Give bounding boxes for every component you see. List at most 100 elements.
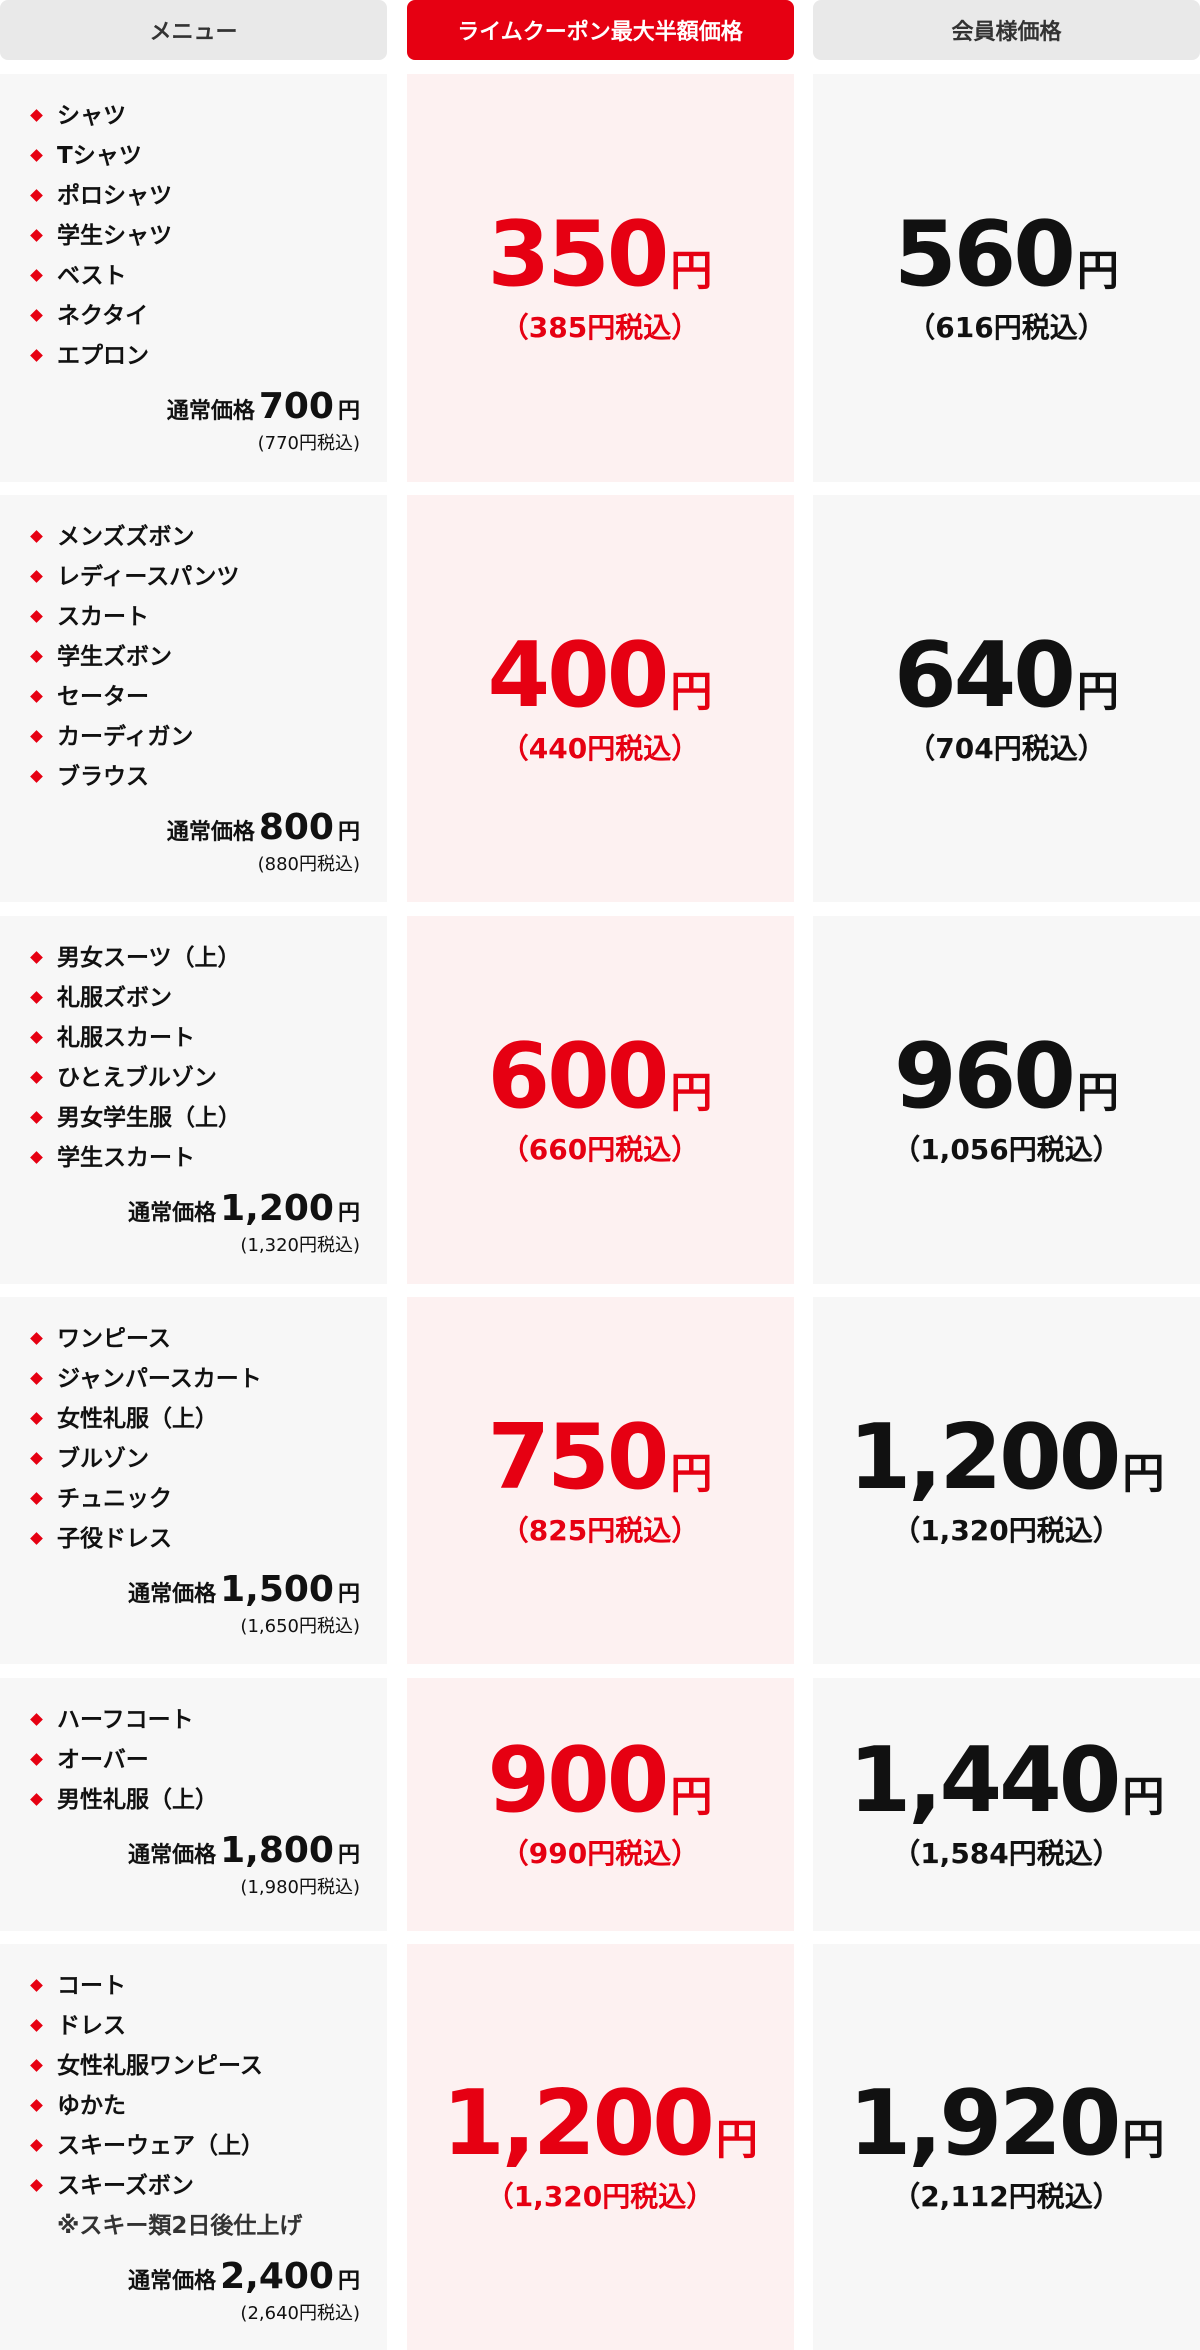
regular-amount: 800 xyxy=(258,807,334,848)
coupon-cell: 750円 （825円税込） xyxy=(406,1297,794,1664)
menu-item: カーディガン xyxy=(30,717,360,757)
regular-label: 通常価格 xyxy=(166,398,255,424)
menu-item: 男女学生服（上） xyxy=(30,1098,360,1138)
menu-item: ひとえブルゾン xyxy=(30,1058,360,1098)
coupon-tax: （1,320円税込） xyxy=(485,2180,715,2213)
menu-item: ブラウス xyxy=(30,757,360,797)
regular-unit: 円 xyxy=(337,1842,360,1868)
member-amount: 960 xyxy=(894,1023,1076,1129)
menu-item: 男女スーツ（上） xyxy=(30,938,360,978)
coupon-unit: 円 xyxy=(715,2115,758,2164)
menu-item: ベスト xyxy=(30,256,360,296)
regular-unit: 円 xyxy=(337,1200,360,1226)
menu-item: ワンピース xyxy=(30,1319,360,1359)
member-cell: 1,200円 （1,320円税込） xyxy=(813,1297,1200,1664)
menu-item: 学生シャツ xyxy=(30,216,360,256)
member-tax: （1,584円税込） xyxy=(892,1837,1121,1870)
regular-tax: (2,640円税込) xyxy=(240,2303,360,2324)
regular-tax: (1,980円税込) xyxy=(240,1876,360,1898)
regular-unit: 円 xyxy=(337,398,360,424)
member-cell: 1,920円 （2,112円税込） xyxy=(813,1944,1200,2350)
menu-cell: ワンピース ジャンパースカート 女性礼服（上） ブルゾン チュニック 子役ドレス 通常価格 1… xyxy=(0,1297,387,1664)
member-tax: （616円税込） xyxy=(907,310,1106,344)
member-tax: （2,112円税込） xyxy=(892,2180,1121,2213)
header-member: 会員様価格 xyxy=(813,0,1200,60)
menu-item: チュニック xyxy=(30,1479,360,1519)
menu-item: シャツ xyxy=(30,96,360,136)
coupon-price: 400円 xyxy=(488,630,713,721)
coupon-tax: （660円税込） xyxy=(500,1132,700,1166)
menu-item: コート xyxy=(30,1966,360,2006)
member-tax: （1,320円税込） xyxy=(892,1513,1121,1547)
menu-item: セーター xyxy=(30,677,360,717)
menu-item: レディースパンツ xyxy=(30,557,360,597)
coupon-price: 600円 xyxy=(488,1031,713,1122)
member-cell: 560円 （616円税込） xyxy=(813,73,1200,482)
coupon-tax: （990円税込） xyxy=(500,1837,700,1870)
menu-item: 礼服スカート xyxy=(30,1018,360,1058)
coupon-cell: 400円 （440円税込） xyxy=(406,495,794,902)
regular-price: 通常価格 700 円 (770円税込) xyxy=(30,386,360,455)
menu-item: スキーウェア（上） xyxy=(30,2126,360,2166)
menu-item: メンズズボン xyxy=(30,517,360,557)
menu-item: ハーフコート xyxy=(30,1700,360,1740)
coupon-amount: 750 xyxy=(487,1404,670,1510)
coupon-amount: 350 xyxy=(487,201,670,307)
member-unit: 円 xyxy=(1122,1448,1165,1498)
member-price: 1,200円 xyxy=(849,1412,1165,1503)
member-cell: 640円 （704円税込） xyxy=(813,495,1200,902)
member-amount: 1,440 xyxy=(848,1728,1122,1833)
member-price: 1,920円 xyxy=(849,2079,1165,2169)
member-amount: 560 xyxy=(894,201,1076,307)
coupon-cell: 350円 （385円税込） xyxy=(406,73,794,482)
coupon-tax: （385円税込） xyxy=(500,310,700,344)
coupon-price: 900円 xyxy=(488,1736,713,1826)
regular-price: 通常価格 1,500 円 (1,650円税込) xyxy=(30,1569,360,1638)
menu-item: オーバー xyxy=(30,1740,360,1780)
menu-item: ジャンパースカート xyxy=(30,1359,360,1399)
regular-unit: 円 xyxy=(337,1582,360,1607)
regular-price: 通常価格 1,200 円 (1,320円税込) xyxy=(30,1188,360,1257)
regular-unit: 円 xyxy=(337,2269,360,2294)
regular-tax: (770円税込) xyxy=(257,432,360,454)
regular-label: 通常価格 xyxy=(128,1582,217,1607)
coupon-price: 1,200円 xyxy=(442,2079,758,2169)
regular-unit: 円 xyxy=(337,820,360,845)
member-unit: 円 xyxy=(1122,2115,1165,2164)
member-price: 960円 xyxy=(894,1031,1119,1122)
menu-item: エプロン xyxy=(30,336,360,376)
coupon-cell: 900円 （990円税込） xyxy=(406,1677,794,1931)
menu-item: スキーズボン xyxy=(30,2166,360,2206)
member-unit: 円 xyxy=(1122,1772,1165,1821)
coupon-amount: 900 xyxy=(487,1728,670,1833)
coupon-cell: 1,200円 （1,320円税込） xyxy=(406,1944,794,2350)
coupon-unit: 円 xyxy=(670,666,713,716)
regular-tax: (1,320円税込) xyxy=(240,1234,360,1256)
member-price: 640円 xyxy=(894,630,1119,721)
menu-cell: シャツ Tシャツ ポロシャツ 学生シャツ ベスト ネクタイ エプロン 通常価格 700 円 (770… xyxy=(0,73,387,482)
menu-item: ブルゾン xyxy=(30,1439,360,1479)
regular-tax: (1,650円税込) xyxy=(240,1616,360,1637)
coupon-unit: 円 xyxy=(670,1067,713,1117)
header-menu: メニュー xyxy=(0,0,387,60)
coupon-amount: 400 xyxy=(487,622,670,728)
coupon-unit: 円 xyxy=(670,1772,713,1821)
coupon-price: 350円 xyxy=(488,209,713,300)
member-tax: （704円税込） xyxy=(907,731,1106,765)
menu-item: 男性礼服（上） xyxy=(30,1780,360,1820)
member-amount: 640 xyxy=(894,622,1076,728)
menu-item: ドレス xyxy=(30,2006,360,2046)
coupon-amount: 1,200 xyxy=(442,2071,715,2176)
coupon-unit: 円 xyxy=(670,245,713,295)
menu-item: Tシャツ xyxy=(30,136,360,176)
coupon-unit: 円 xyxy=(670,1448,713,1498)
menu-cell: ハーフコート オーバー 男性礼服（上） 通常価格 1,800 円 (1,980円税込) xyxy=(0,1677,387,1931)
coupon-price: 750円 xyxy=(488,1412,713,1503)
menu-item: ネクタイ xyxy=(30,296,360,336)
menu-item: ゆかた xyxy=(30,2086,360,2126)
regular-amount: 700 xyxy=(258,385,334,427)
member-unit: 円 xyxy=(1076,245,1119,295)
member-price: 1,440円 xyxy=(849,1736,1165,1826)
